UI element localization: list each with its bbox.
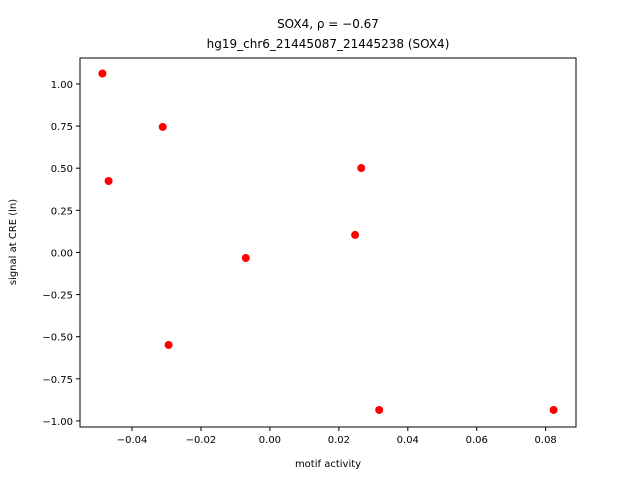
y-tick-label: −0.25 — [42, 291, 73, 302]
x-tick-label: 0.06 — [466, 435, 488, 446]
y-tick-label: 0.25 — [51, 206, 73, 217]
plot-frame — [79, 57, 577, 428]
x-tick-label: 0.04 — [397, 435, 419, 446]
x-tick-label: −0.04 — [117, 435, 148, 446]
y-tick-label: 0.00 — [51, 248, 73, 259]
y-axis-label: signal at CRE (ln) — [8, 199, 19, 285]
point — [351, 230, 360, 239]
point — [164, 340, 173, 349]
point — [241, 254, 250, 263]
point — [375, 405, 384, 414]
point — [549, 405, 558, 414]
chart-title: SOX4, ρ = −0.67 — [277, 17, 379, 31]
chart-subtitle: hg19_chr6_21445087_21445238 (SOX4) — [207, 37, 450, 51]
point — [104, 177, 113, 185]
x-axis-label: motif activity — [295, 459, 361, 470]
y-tick-label: −0.50 — [42, 333, 73, 344]
x-tick-label: −0.02 — [186, 435, 217, 446]
y-tick-label: 0.75 — [51, 122, 73, 133]
y-tick-label: −0.75 — [42, 375, 73, 386]
point — [357, 164, 366, 173]
y-tick-label: 1.00 — [51, 80, 73, 91]
x-tick-label: 0.08 — [535, 435, 557, 446]
point — [98, 69, 107, 78]
x-tick-label: 0.00 — [259, 435, 281, 446]
y-tick-label: −1.00 — [42, 417, 73, 428]
x-tick-label: 0.02 — [328, 435, 350, 446]
y-tick-label: 0.50 — [51, 164, 73, 175]
point — [158, 122, 167, 131]
